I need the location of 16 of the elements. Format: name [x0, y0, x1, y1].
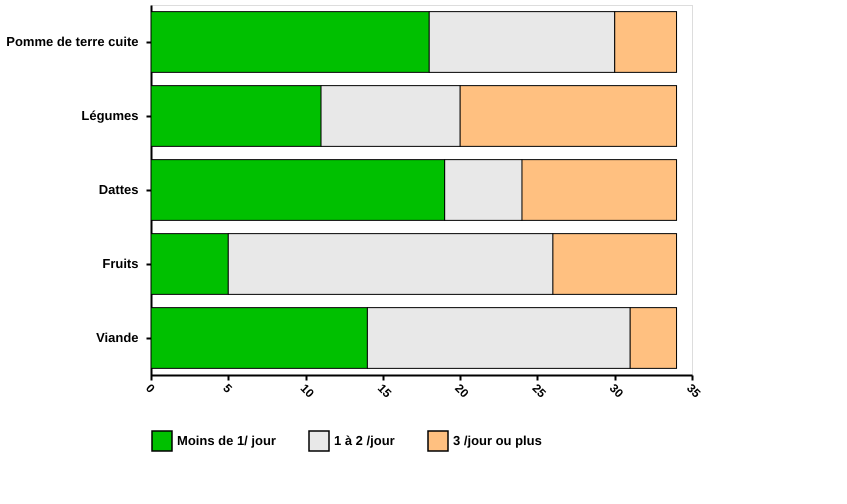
- legend-label: 3 /jour ou plus: [453, 433, 542, 448]
- y-tick-label: Viande: [96, 330, 138, 345]
- legend-label: 1 à 2 /jour: [334, 433, 395, 448]
- y-tick-label: Pomme de terre cuite: [6, 34, 138, 49]
- x-tick-label: 25: [529, 381, 550, 401]
- x-tick-label: 5: [220, 381, 236, 396]
- y-tick-label: Légumes: [81, 108, 138, 123]
- legend-label: Moins de 1/ jour: [177, 433, 276, 448]
- x-tick-label: 30: [606, 381, 626, 401]
- y-tick-label: Dattes: [98, 182, 138, 197]
- x-tick-label: 20: [452, 381, 472, 401]
- y-tick-label: Fruits: [102, 256, 138, 271]
- x-tick-label: 35: [684, 381, 704, 401]
- x-tick-label: 10: [298, 381, 318, 401]
- x-tick-label: 15: [374, 381, 394, 401]
- x-tick-label: 0: [143, 381, 158, 396]
